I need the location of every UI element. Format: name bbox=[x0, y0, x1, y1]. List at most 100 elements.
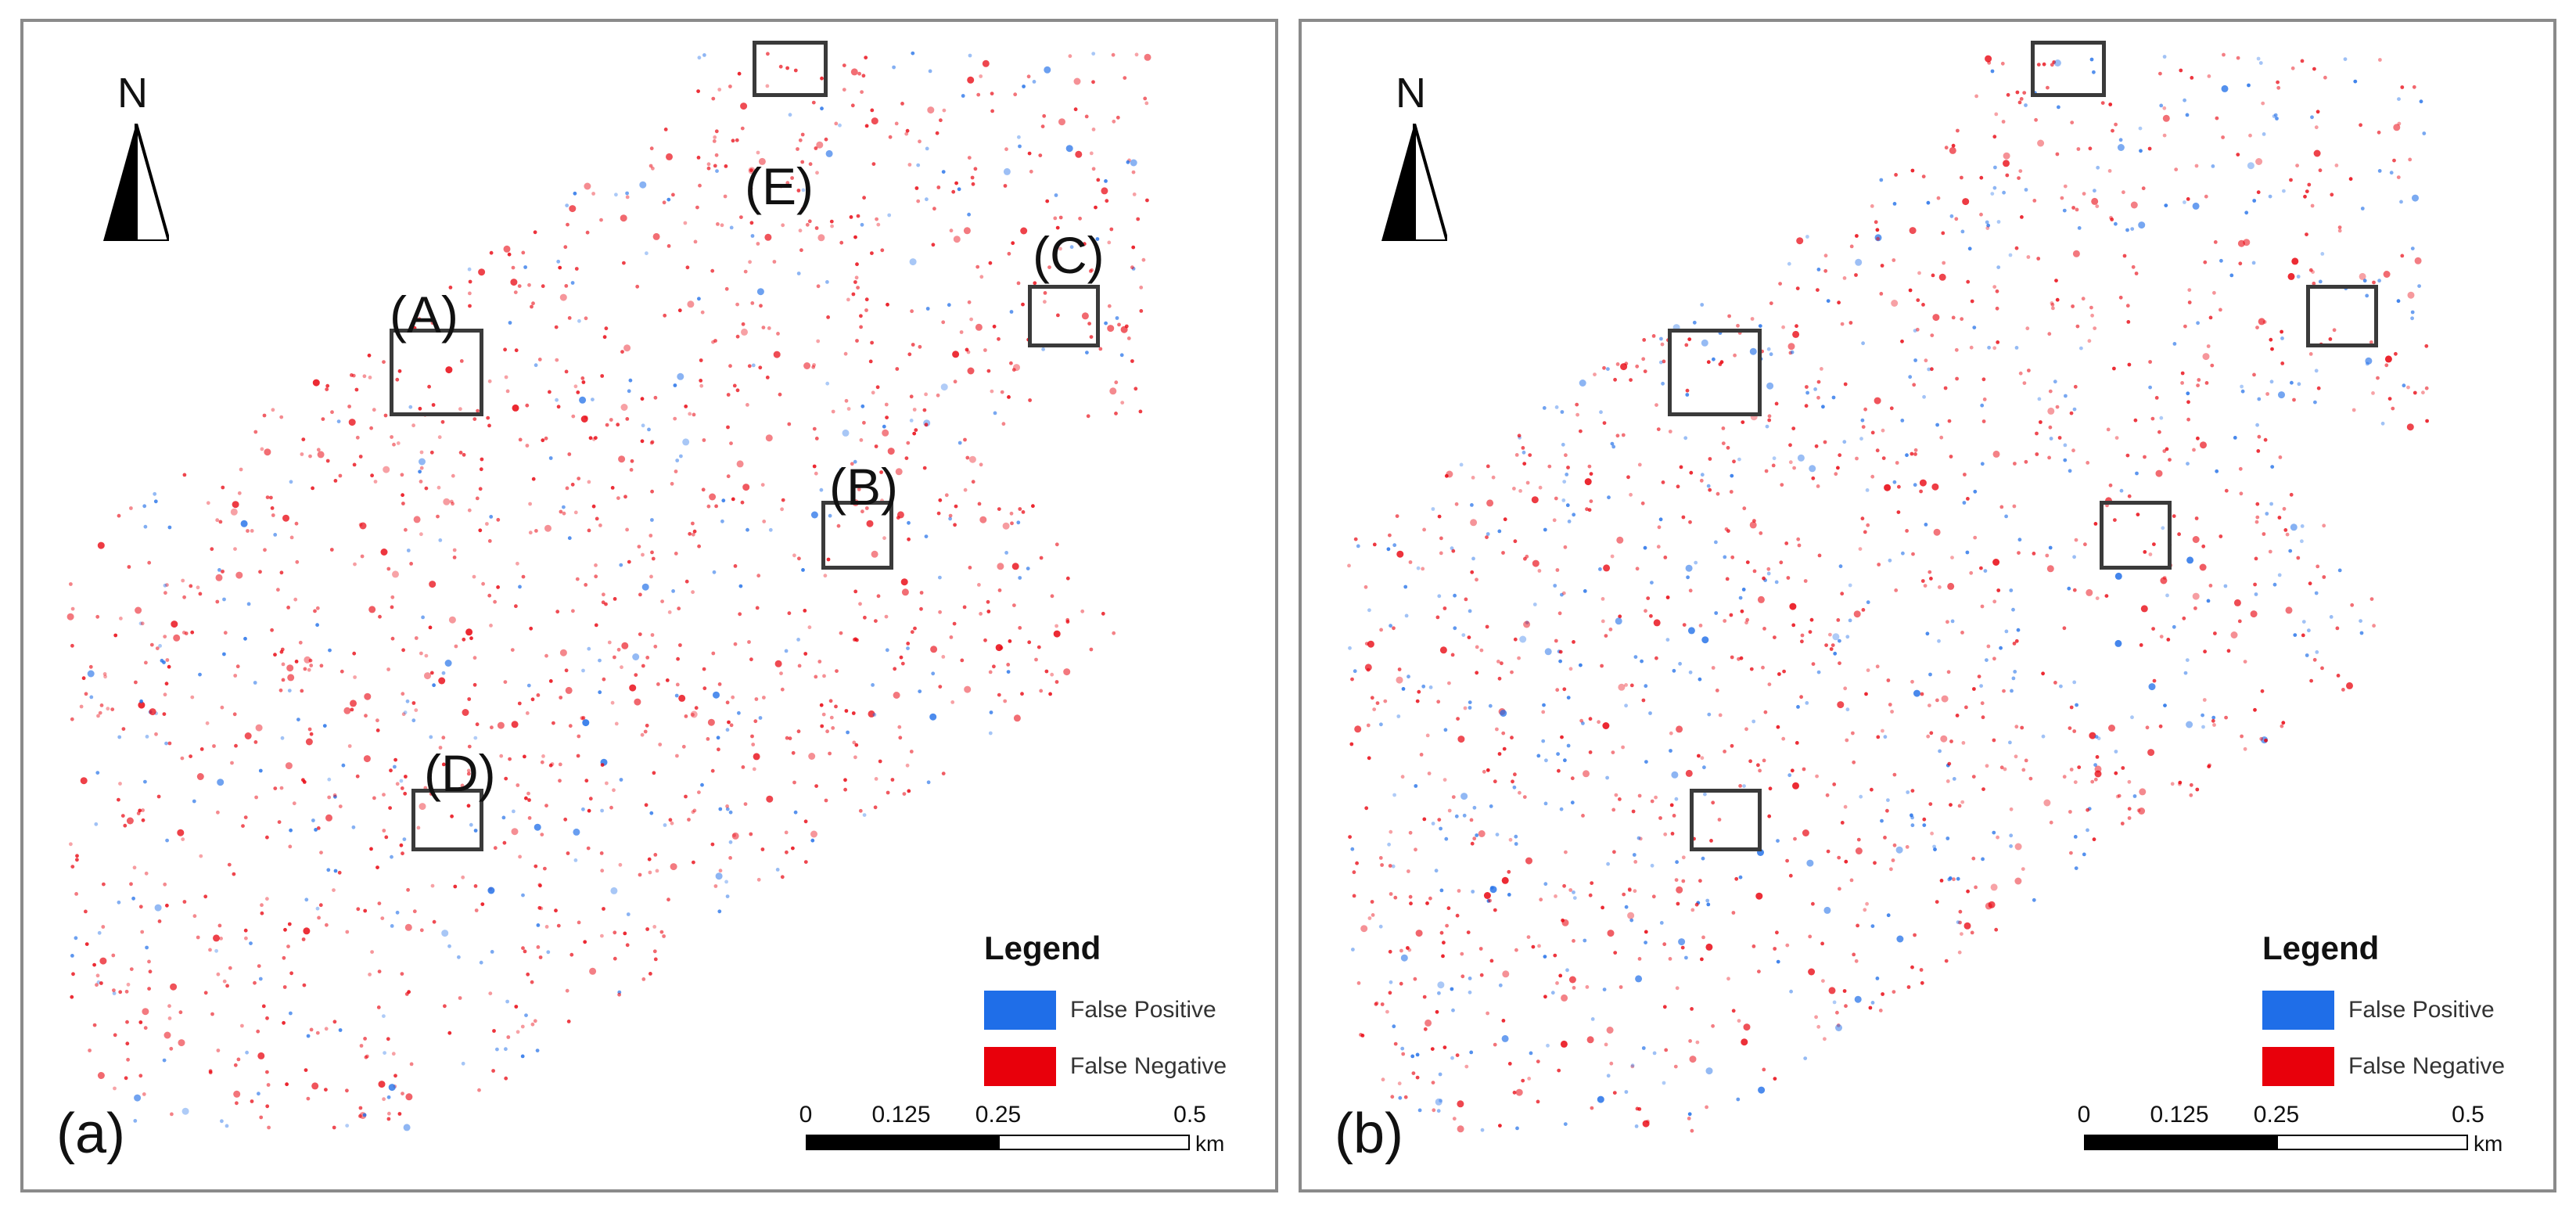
error-point bbox=[2243, 660, 2247, 664]
error-point bbox=[1796, 537, 1801, 541]
error-point bbox=[1633, 860, 1638, 864]
error-point bbox=[1588, 717, 1593, 721]
error-point bbox=[1845, 635, 1850, 639]
error-point bbox=[165, 903, 169, 908]
error-point bbox=[2096, 165, 2100, 170]
error-point bbox=[1811, 476, 1816, 480]
error-point bbox=[503, 347, 507, 352]
error-point bbox=[1834, 472, 1838, 477]
error-point bbox=[504, 1047, 508, 1052]
error-point bbox=[610, 486, 615, 490]
error-point bbox=[530, 697, 535, 702]
error-point bbox=[1870, 204, 1874, 208]
error-point bbox=[1543, 995, 1547, 999]
error-point bbox=[735, 138, 739, 142]
error-point bbox=[388, 806, 392, 810]
error-point bbox=[1955, 376, 1959, 381]
error-point bbox=[2275, 117, 2279, 121]
error-point bbox=[1414, 847, 1417, 852]
error-point bbox=[165, 838, 170, 843]
error-point bbox=[1542, 406, 1547, 410]
error-point bbox=[2296, 556, 2301, 560]
error-point bbox=[2297, 382, 2301, 387]
error-point bbox=[1600, 664, 1604, 668]
error-point bbox=[2254, 556, 2258, 561]
error-point bbox=[2292, 397, 2296, 402]
error-point bbox=[475, 722, 480, 727]
error-point bbox=[2063, 184, 2068, 189]
error-point bbox=[1514, 948, 1518, 952]
error-point bbox=[2208, 584, 2213, 588]
error-point bbox=[2008, 740, 2012, 745]
error-point bbox=[1395, 514, 1399, 518]
error-point bbox=[779, 184, 783, 189]
error-point bbox=[960, 658, 965, 663]
error-point bbox=[2200, 441, 2207, 449]
error-point bbox=[1006, 663, 1011, 667]
error-point bbox=[1407, 869, 1410, 873]
error-point bbox=[2086, 828, 2089, 833]
error-point bbox=[860, 90, 864, 94]
error-point bbox=[1905, 845, 1910, 849]
error-point bbox=[1386, 547, 1391, 552]
error-point bbox=[787, 611, 792, 616]
error-point bbox=[2291, 257, 2299, 265]
error-point bbox=[1816, 1024, 1821, 1029]
error-point bbox=[916, 163, 921, 167]
error-point bbox=[1687, 1112, 1692, 1117]
error-point bbox=[1606, 1074, 1611, 1078]
error-point bbox=[382, 1097, 386, 1102]
error-point bbox=[324, 1027, 329, 1031]
error-point bbox=[1676, 886, 1683, 894]
error-point bbox=[1627, 912, 1635, 919]
error-point bbox=[1422, 995, 1427, 999]
error-point bbox=[1588, 750, 1593, 754]
error-point bbox=[961, 94, 965, 98]
error-point bbox=[938, 575, 942, 580]
error-point bbox=[2276, 85, 2281, 90]
error-point bbox=[1565, 968, 1569, 973]
error-point bbox=[607, 640, 612, 645]
error-point bbox=[454, 644, 458, 649]
error-point bbox=[975, 264, 980, 269]
error-point bbox=[1930, 831, 1934, 836]
error-point bbox=[429, 735, 433, 739]
error-point bbox=[675, 459, 680, 462]
error-point bbox=[466, 768, 471, 773]
error-point bbox=[330, 410, 334, 415]
error-point bbox=[1895, 461, 1899, 465]
error-point bbox=[315, 906, 320, 911]
error-point bbox=[1785, 943, 1790, 948]
error-point bbox=[378, 1081, 386, 1088]
error-point bbox=[138, 1020, 143, 1024]
error-point bbox=[2032, 552, 2036, 556]
error-point bbox=[157, 919, 162, 923]
error-point bbox=[496, 517, 501, 522]
error-point bbox=[1886, 913, 1891, 918]
error-point bbox=[497, 721, 505, 729]
error-point bbox=[1688, 670, 1693, 674]
error-point bbox=[753, 753, 760, 761]
error-point bbox=[294, 521, 299, 526]
error-point bbox=[828, 513, 832, 518]
error-point bbox=[540, 833, 544, 836]
error-point bbox=[1738, 784, 1742, 788]
error-point bbox=[215, 599, 220, 604]
error-point bbox=[1364, 806, 1369, 811]
error-point bbox=[370, 950, 374, 954]
error-point bbox=[1870, 474, 1875, 479]
error-point bbox=[81, 676, 86, 681]
error-point bbox=[465, 628, 473, 636]
error-point bbox=[165, 658, 170, 662]
error-point bbox=[210, 547, 214, 552]
error-point bbox=[1955, 714, 1960, 718]
error-point bbox=[1979, 566, 1983, 570]
error-point bbox=[619, 563, 623, 567]
inset-box-C bbox=[2306, 285, 2378, 347]
error-point bbox=[1371, 913, 1375, 917]
error-point bbox=[2046, 565, 2054, 573]
error-point bbox=[1503, 517, 1507, 522]
error-point bbox=[1768, 786, 1773, 791]
error-point bbox=[2122, 190, 2125, 195]
error-point bbox=[864, 56, 868, 59]
